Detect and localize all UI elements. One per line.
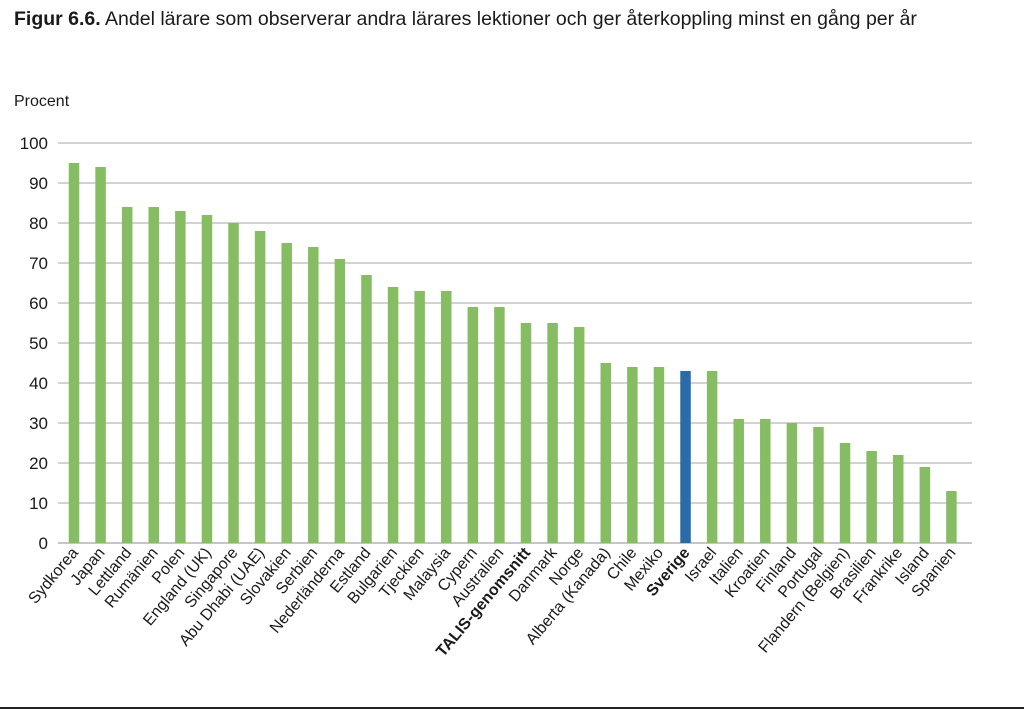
y-axis-label: Procent [14, 93, 70, 110]
y-tick-label: 50 [29, 334, 48, 353]
bar [813, 427, 824, 543]
bar [600, 363, 612, 543]
bar [308, 247, 319, 543]
bar [839, 443, 851, 543]
bottom-rule [0, 707, 1024, 709]
bar [733, 419, 744, 543]
figure-label: Figur 6.6. [14, 8, 101, 30]
bar [866, 451, 877, 543]
bar [201, 215, 213, 543]
bar [414, 291, 425, 543]
y-tick-label: 80 [29, 214, 48, 233]
y-tick-label: 60 [29, 294, 48, 313]
bar [121, 207, 133, 543]
bar [334, 259, 346, 543]
bar [281, 243, 292, 543]
bar [706, 371, 718, 543]
bar [175, 211, 186, 543]
y-tick-label: 100 [20, 134, 48, 153]
y-tick-label: 30 [29, 414, 48, 433]
figure-title-text: Andel lärare som observerar andra lärare… [105, 8, 917, 30]
bar [440, 291, 452, 543]
bar [760, 419, 771, 543]
bar [95, 167, 106, 543]
bar [254, 231, 266, 543]
figure-title: Figur 6.6. Andel lärare som observerar a… [14, 6, 1004, 33]
bar [573, 327, 585, 543]
bar [892, 455, 904, 543]
bar [387, 287, 399, 543]
bar [919, 467, 931, 543]
bar [467, 307, 479, 543]
bar [653, 367, 665, 543]
bar [148, 207, 160, 543]
bar [68, 163, 80, 543]
bar [494, 307, 505, 543]
bar [361, 275, 372, 543]
y-tick-label: 40 [29, 374, 48, 393]
bar [520, 323, 532, 543]
bar [627, 367, 638, 543]
bar [946, 491, 957, 543]
y-tick-label: 90 [29, 174, 48, 193]
y-tick-label: 0 [39, 534, 48, 553]
bar [786, 423, 798, 543]
y-tick-label: 10 [29, 494, 48, 513]
y-tick-label: 70 [29, 254, 48, 273]
bar [680, 371, 691, 543]
bar [228, 223, 239, 543]
bar [547, 323, 558, 543]
y-tick-label: 20 [29, 454, 48, 473]
